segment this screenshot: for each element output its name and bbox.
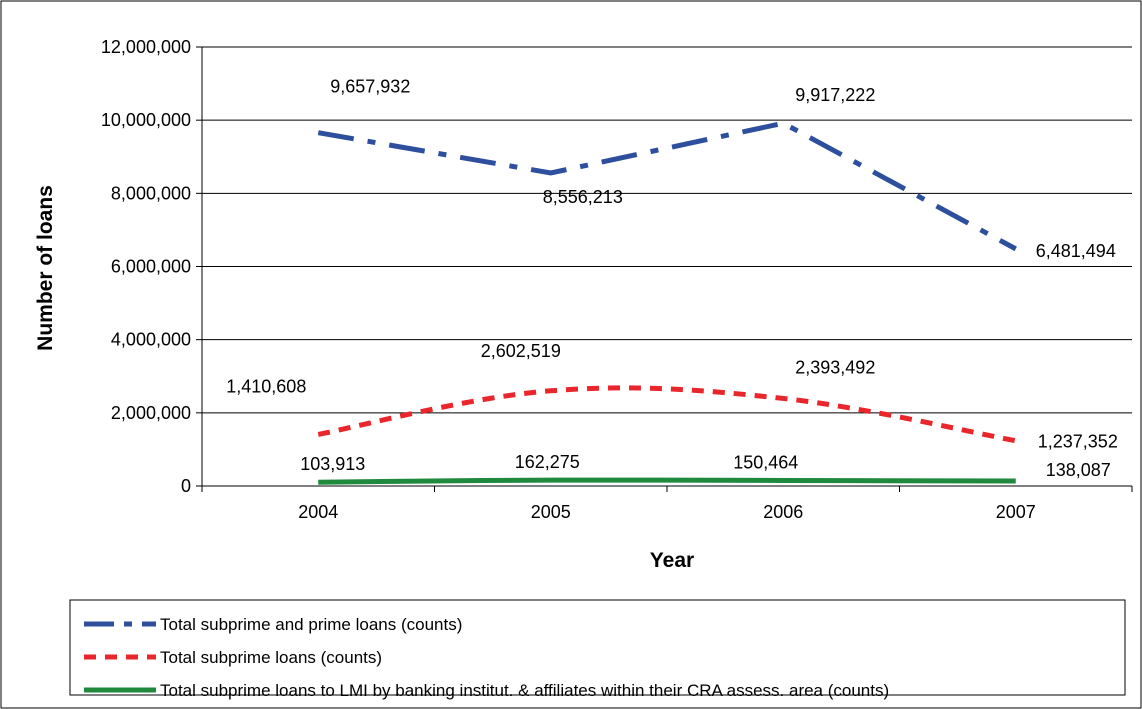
- y-tick-label: 10,000,000: [101, 110, 191, 130]
- legend-label-1: Total subprime and prime loans (counts): [160, 615, 462, 634]
- series-line-3: [318, 477, 1016, 485]
- data-labels: 9,657,932 8,556,213 9,917,222 6,481,494 1,41…: [226, 77, 1118, 480]
- data-label: 150,464: [733, 452, 798, 472]
- legend: Total subprime and prime loans (counts) T…: [69, 599, 1126, 700]
- y-tick-label: 0: [181, 476, 191, 496]
- x-tick-label: 2007: [996, 502, 1036, 522]
- x-tick-label: 2005: [531, 502, 571, 522]
- data-label: 138,087: [1046, 460, 1111, 480]
- x-tick-label: 2006: [763, 502, 803, 522]
- y-tick-label: 4,000,000: [111, 330, 191, 350]
- data-label: 1,410,608: [226, 376, 306, 396]
- legend-box: [69, 599, 1126, 696]
- gridlines: [202, 46, 1132, 414]
- data-label: 6,481,494: [1036, 241, 1116, 261]
- series-line-1: [317, 120, 1017, 252]
- data-label: 1,237,352: [1038, 432, 1118, 452]
- data-label: 8,556,213: [543, 187, 623, 207]
- y-tick-label: 2,000,000: [111, 403, 191, 423]
- y-tick-labels: 0 2,000,000 4,000,000 6,000,000 8,000,000 10,…: [101, 37, 191, 496]
- axes: [196, 46, 1133, 492]
- legend-label-2: Total subprime loans (counts): [160, 648, 382, 667]
- x-axis-title: Year: [650, 549, 694, 572]
- data-label: 2,602,519: [481, 341, 561, 361]
- y-tick-label: 6,000,000: [111, 257, 191, 277]
- series-lines: [317, 120, 1017, 485]
- data-label: 162,275: [515, 452, 580, 472]
- data-label: 103,913: [300, 454, 365, 474]
- data-label: 9,917,222: [795, 85, 875, 105]
- y-tick-label: 8,000,000: [111, 183, 191, 203]
- legend-label-3: Total subprime loans to LMI by banking i…: [160, 681, 889, 700]
- y-tick-label: 12,000,000: [101, 37, 191, 57]
- x-tick-labels: 2004 2005 2006 2007: [298, 502, 1036, 522]
- y-axis-title: Number of loans: [34, 185, 57, 351]
- data-label: 2,393,492: [795, 357, 875, 377]
- data-label: 9,657,932: [330, 77, 410, 97]
- x-tick-label: 2004: [298, 502, 338, 522]
